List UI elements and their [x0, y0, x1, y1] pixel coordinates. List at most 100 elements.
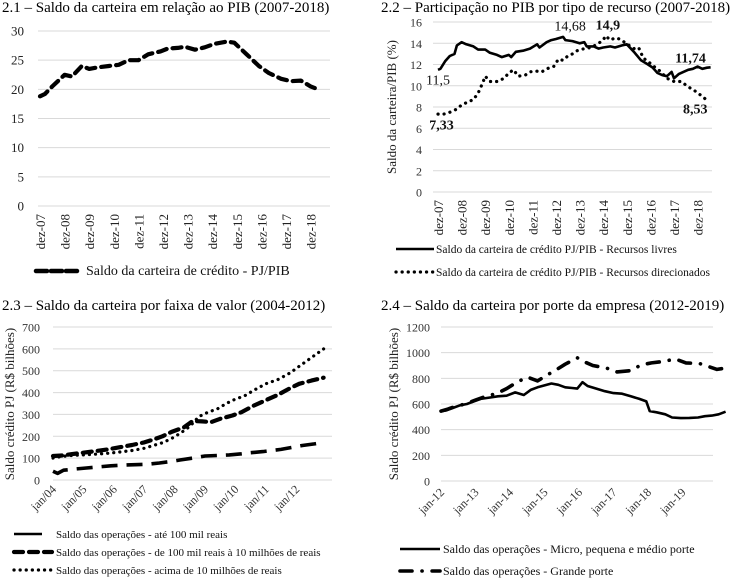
legend-label: Saldo das operações - Micro, pequena e m… [443, 542, 695, 556]
y-tick-label: 30 [11, 24, 24, 39]
x-tick-label: dez-15 [230, 214, 245, 249]
x-tick-label: dez-07 [33, 214, 48, 250]
y-tick-label: 14 [410, 37, 422, 51]
series-line-dashed [50, 375, 326, 459]
x-tick-label: jan-15 [518, 485, 550, 517]
x-tick-label: dez-12 [156, 214, 171, 249]
y-tick-label: 1000 [406, 346, 430, 360]
x-tick-label: jan-19 [656, 485, 688, 517]
data-label: 7,33 [429, 118, 454, 133]
y-tick-label: 4 [416, 143, 422, 157]
x-tick-label: dez-13 [573, 200, 588, 235]
chart-2-1-title: 2.1 – Saldo da carteira em relação ao PI… [2, 0, 330, 16]
y-tick-label: 0 [18, 199, 25, 214]
y-axis-label: Saldo da carteira/PIB (%) [384, 40, 399, 174]
x-tick-label: jan-12 [415, 485, 447, 517]
y-tick-label: 12 [410, 58, 422, 72]
x-tick-label: jan/05 [58, 482, 90, 514]
x-tick-label: jan/09 [179, 482, 211, 514]
legend-label: Saldo da carteira de crédito PJ/PIB - Re… [436, 267, 711, 279]
x-tick-label: jan-14 [484, 485, 516, 517]
x-tick-label: dez-12 [549, 200, 564, 235]
y-axis-label: Saldo crédito PJ (R$ bilhões) [386, 328, 401, 480]
x-tick-label: dez-15 [620, 200, 635, 235]
y-tick-label: 100 [22, 452, 40, 466]
x-tick-label: jan/08 [149, 482, 181, 514]
y-tick-label: 1200 [406, 321, 430, 335]
chart-2-4-title: 2.4 – Saldo da carteira por porte da emp… [381, 298, 725, 314]
x-tick-label: dez-08 [455, 200, 470, 235]
y-tick-label: 16 [410, 16, 422, 30]
x-tick-label: jan-13 [449, 485, 481, 517]
y-tick-label: 2 [416, 164, 422, 178]
legend-label: Saldo das operações - acima de 10 milhõe… [56, 565, 282, 577]
x-tick-label: dez-16 [254, 214, 269, 250]
legend-label: Saldo das operações - Grande porte [443, 564, 613, 578]
y-axis-label: Saldo crédito PJ (R$ bilhões) [2, 328, 17, 480]
x-tick-label: jan/12 [271, 482, 303, 514]
x-tick-label: dez-08 [58, 214, 73, 249]
x-tick-label: jan-18 [622, 485, 654, 517]
chart-2-3-title: 2.3 – Saldo da carteira por faixa de val… [2, 298, 326, 314]
data-label: 14,9 [596, 18, 621, 33]
x-tick-label: jan/04 [27, 482, 59, 514]
data-label: 11,5 [426, 74, 450, 89]
series-line-dotted [51, 347, 326, 460]
series-line-solid [437, 35, 711, 80]
legend-label: Saldo das operações - de 100 mil reais à… [56, 547, 321, 559]
x-tick-label: dez-18 [304, 214, 319, 249]
y-tick-label: 0 [424, 475, 430, 489]
x-tick-label: dez-07 [431, 200, 446, 236]
legend-label: Saldo da carteira de crédito PJ/PIB - Re… [436, 244, 677, 256]
x-tick-label: dez-16 [643, 200, 658, 236]
chart-2-2-title: 2.2 – Participação no PIB por tipo de re… [381, 0, 731, 16]
y-tick-label: 600 [412, 398, 430, 412]
x-tick-label: jan-16 [553, 485, 585, 517]
series-line-longdash [52, 440, 324, 476]
y-tick-label: 8 [416, 101, 422, 115]
data-label: 11,74 [675, 51, 706, 66]
chart-c21: 0 5 10 15 20 25 30 dez-07 dez-08 dez-09 dez-10 dez-… [11, 24, 330, 279]
y-tick-label: 15 [11, 111, 24, 126]
chart-c23: 0 100 200 300 400 500 600 700 jan/04 jan/05 jan/06… [2, 321, 332, 577]
y-tick-label: 500 [22, 364, 40, 378]
x-tick-label: dez-10 [107, 214, 122, 249]
x-tick-label: jan/10 [210, 482, 242, 514]
y-tick-label: 5 [18, 169, 25, 184]
y-tick-label: 300 [22, 408, 40, 422]
y-tick-label: 10 [11, 140, 24, 155]
y-tick-label: 400 [22, 386, 40, 400]
data-label: 8,53 [683, 102, 708, 117]
y-tick-label: 600 [22, 342, 40, 356]
x-tick-label: dez-14 [205, 214, 220, 250]
y-tick-label: 400 [412, 423, 430, 437]
y-tick-label: 700 [22, 321, 40, 335]
x-tick-label: jan/07 [119, 482, 151, 514]
data-label: 14,68 [554, 20, 586, 35]
legend-label: Saldo das operações - até 100 mil reais [56, 529, 227, 541]
x-tick-label: dez-17 [667, 200, 682, 236]
x-tick-label: dez-14 [596, 200, 611, 236]
x-tick-label: dez-09 [82, 214, 97, 249]
x-tick-label: jan/06 [88, 482, 120, 514]
series-line-dotted [436, 34, 710, 116]
x-tick-label: dez-18 [691, 200, 706, 235]
x-tick-label: dez-11 [525, 200, 540, 235]
chart-c22: 0 2 4 6 8 10 12 14 16 dez-07 dez-08 dez-09 dez-10 dez… [384, 16, 712, 279]
legend-label: Saldo da carteira de crédito - PJ/PIB [86, 264, 290, 279]
y-tick-label: 6 [416, 122, 422, 136]
x-tick-label: dez-17 [279, 214, 294, 250]
series-line-dashdot [439, 356, 728, 413]
y-tick-label: 25 [11, 53, 24, 68]
x-tick-label: jan/11 [240, 482, 272, 514]
series-line-dashed [37, 39, 321, 99]
y-tick-label: 0 [416, 186, 422, 200]
x-tick-label: dez-09 [478, 200, 493, 235]
y-tick-label: 200 [22, 430, 40, 444]
series-line-solid [440, 380, 727, 420]
y-tick-label: 800 [412, 372, 430, 386]
y-tick-label: 0 [34, 474, 40, 488]
y-tick-label: 10 [410, 79, 422, 93]
